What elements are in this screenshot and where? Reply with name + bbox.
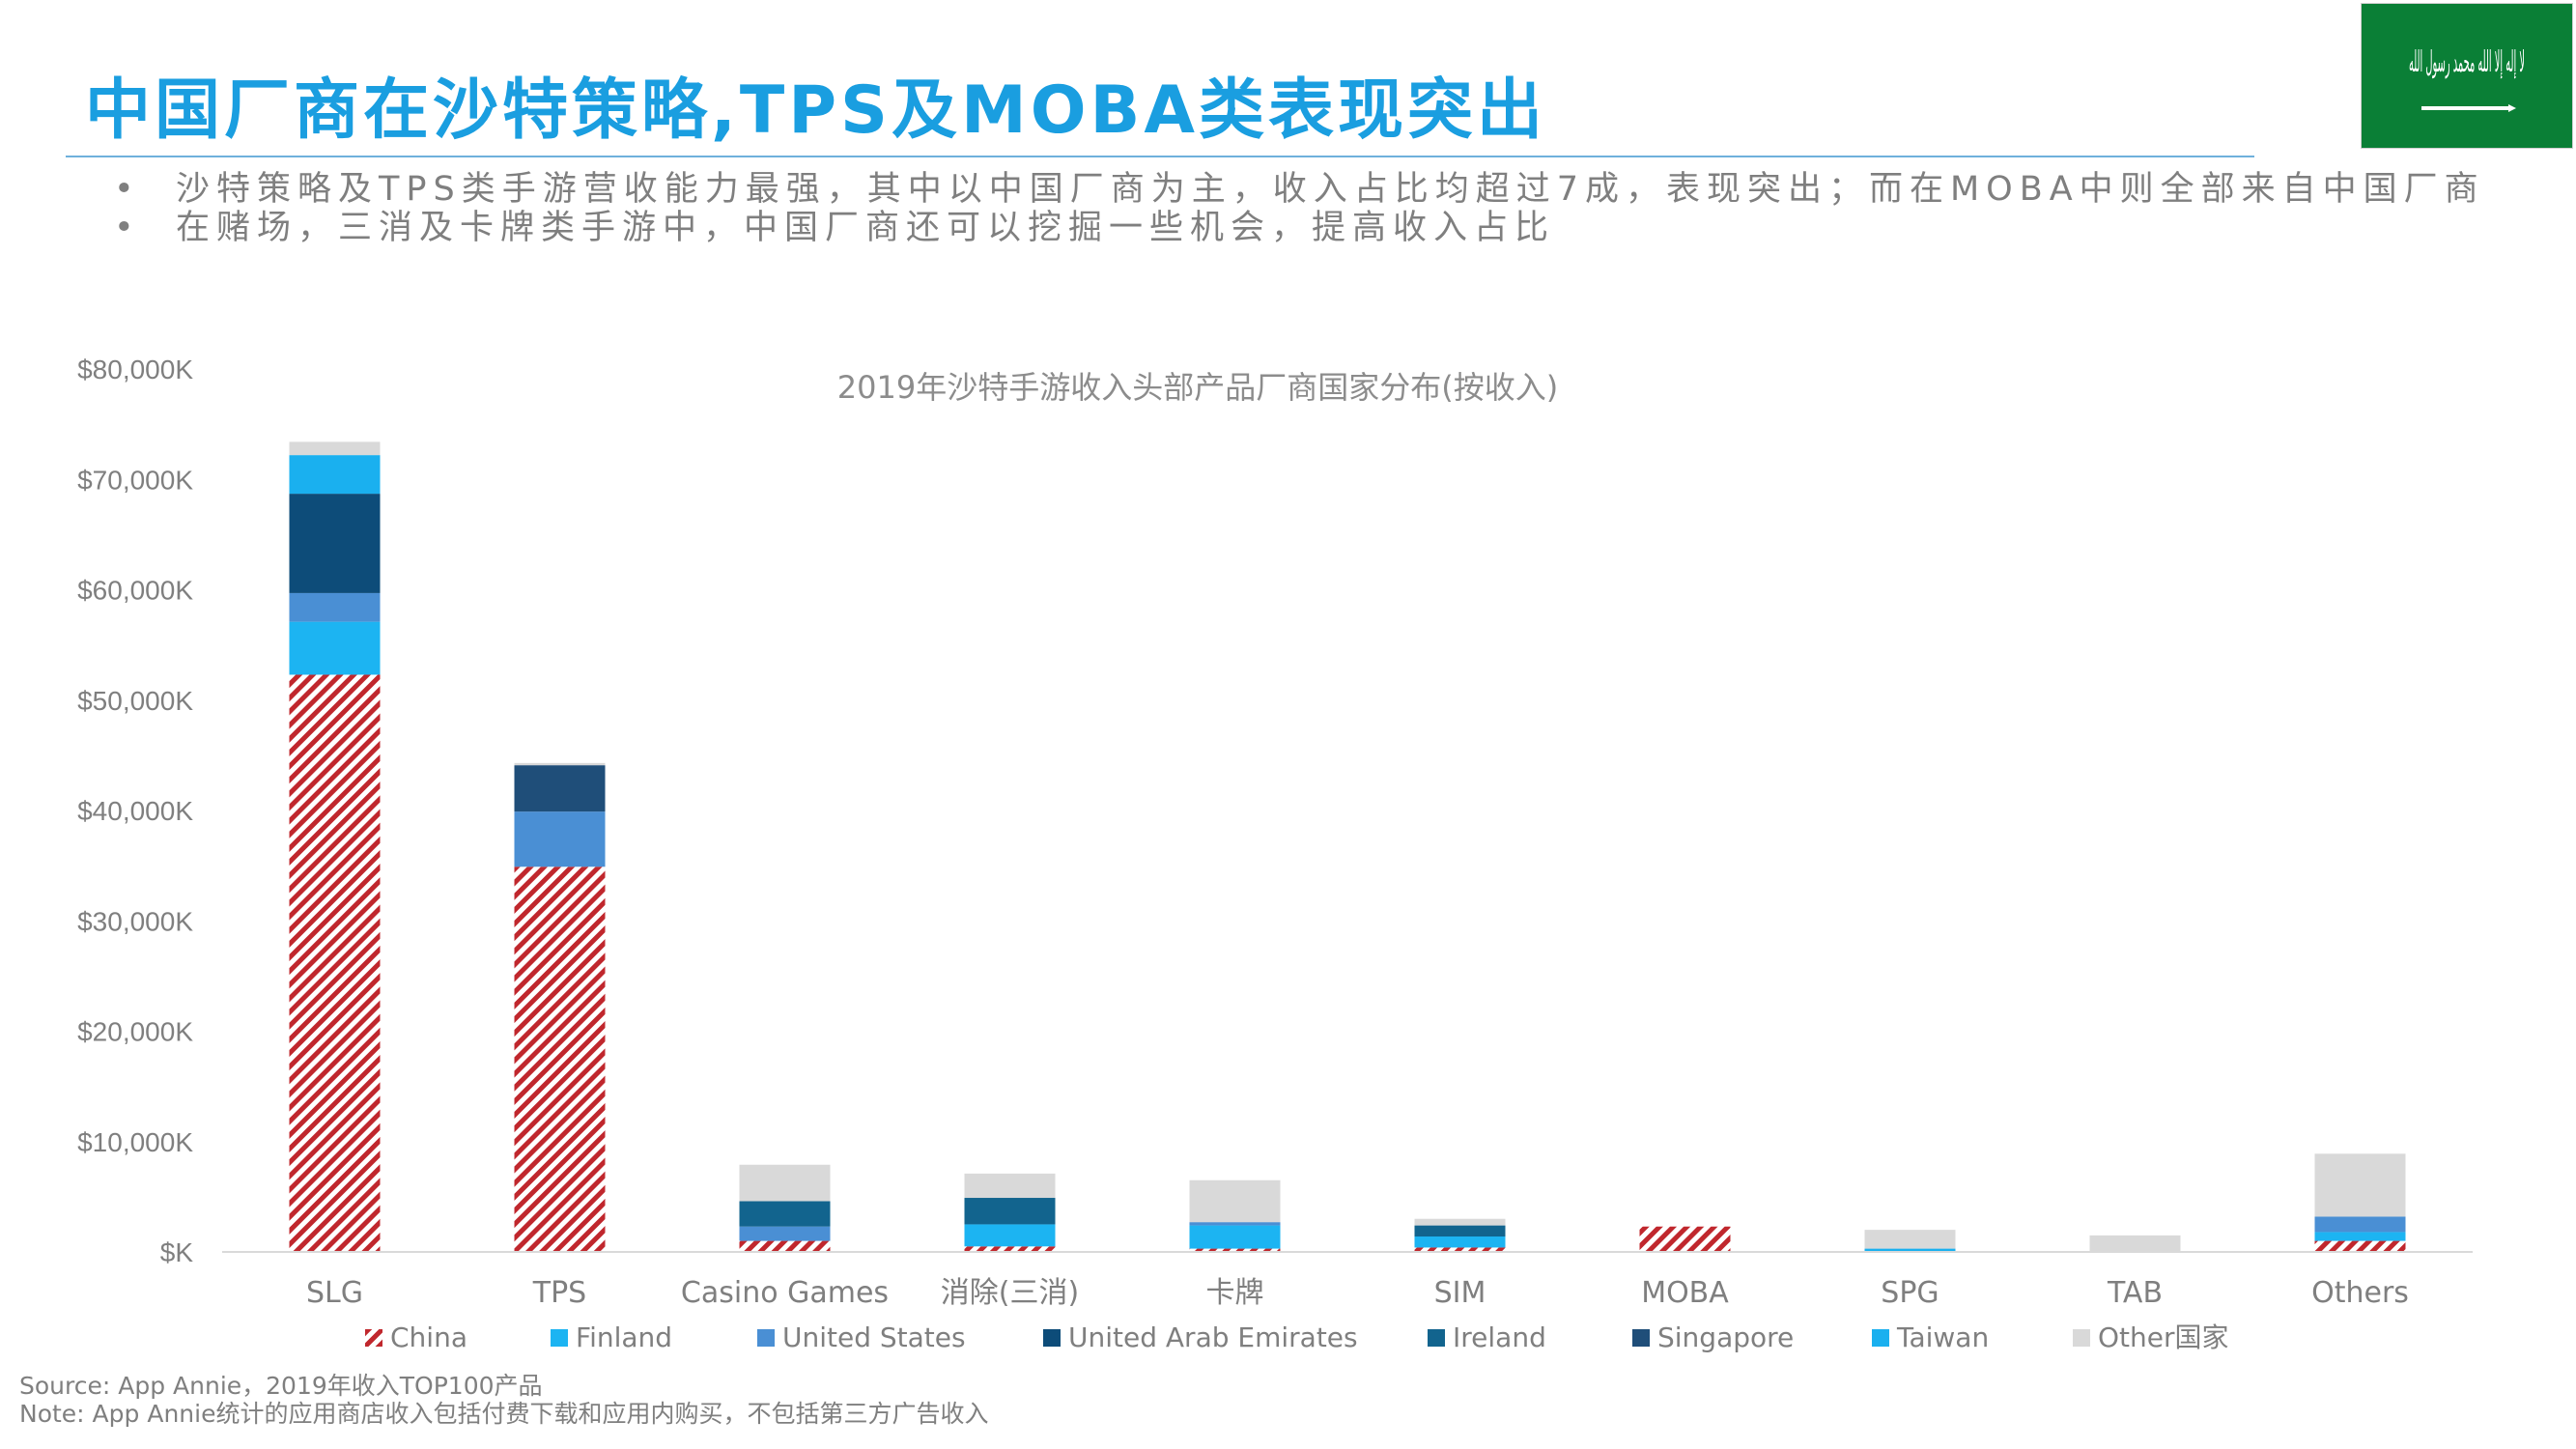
- legend-swatch: [757, 1329, 775, 1347]
- bar-segment: [1189, 1179, 1281, 1223]
- bar-segment: [289, 592, 381, 622]
- source-note: Source: App Annie，2019年收入TOP100产品: [19, 1372, 543, 1400]
- bar-segment: [1414, 1247, 1506, 1252]
- legend-swatch: [1872, 1329, 1889, 1347]
- bar-segment: [2314, 1216, 2406, 1233]
- x-tick-label: 卡牌: [1206, 1276, 1264, 1310]
- bar-segment: [739, 1201, 831, 1227]
- y-axis: $K $10,000K $20,000K $30,000K $40,000K $50,00…: [77, 355, 193, 1267]
- y-tick-label: $40,000K: [77, 796, 193, 826]
- bar-segment: [1864, 1230, 1956, 1249]
- legend-swatch: [1043, 1329, 1061, 1347]
- saudi-flag-icon: لا إله إلا الله محمد رسول الله: [2361, 3, 2573, 149]
- y-tick-label: $10,000K: [77, 1127, 193, 1157]
- x-tick-label: 消除(三消): [941, 1276, 1079, 1310]
- legend-label: Singapore: [1657, 1321, 1794, 1353]
- bullet-item: • 沙特策略及TPS类手游营收能力最强，其中以中国厂商为主，收入占比均超过7成，…: [114, 170, 2548, 209]
- legend-label: Finland: [576, 1321, 672, 1353]
- bar-segment: [289, 455, 381, 495]
- bar-segment: [289, 674, 381, 1252]
- x-tick-label: Others: [2311, 1276, 2409, 1310]
- chart-legend: China Finland United States United Arab Emi…: [365, 1321, 2229, 1353]
- bar-segment: [739, 1164, 831, 1202]
- y-tick-label: $60,000K: [77, 576, 193, 606]
- legend-label: United States: [782, 1321, 966, 1353]
- bar-segment: [1864, 1248, 1956, 1252]
- legend-label: Taiwan: [1896, 1321, 1989, 1353]
- legend-label: China: [390, 1321, 467, 1353]
- bar-segment: [289, 441, 381, 456]
- bar-segment: [964, 1198, 1056, 1225]
- stacked-bar-chart: 2019年沙特手游收入头部产品厂商国家分布(按收入) $K $10,000K $20…: [77, 355, 2473, 1353]
- bar-segment: [2314, 1240, 2406, 1252]
- saudi-flag-graphic: لا إله إلا الله محمد رسول الله: [2409, 45, 2525, 112]
- bar-segment: [1189, 1225, 1281, 1249]
- bar-segment: [289, 621, 381, 675]
- bar-segment: [1189, 1248, 1281, 1252]
- methodology-note: Note: App Annie统计的应用商店收入包括付费下载和应用内购买，不包括…: [19, 1400, 989, 1428]
- bar-segment: [289, 494, 381, 593]
- y-tick-label: $70,000K: [77, 465, 193, 495]
- y-tick-label: $20,000K: [77, 1017, 193, 1047]
- bullet-text: 在赌场，三消及卡牌类手游中，中国厂商还可以挖掘一些机会，提高收入占比: [176, 209, 1556, 247]
- bullet-marker: •: [114, 209, 134, 247]
- title-divider: [66, 156, 2254, 157]
- bar-segment: [1414, 1225, 1506, 1237]
- legend-swatch: [551, 1329, 568, 1347]
- bar-segment: [1189, 1222, 1281, 1226]
- bullet-text: 沙特策略及TPS类手游营收能力最强，其中以中国厂商为主，收入占比均超过7成，表现…: [176, 170, 2485, 209]
- flag-script: لا إله إلا الله محمد رسول الله: [2409, 45, 2525, 79]
- bar-segment: [1414, 1236, 1506, 1248]
- x-tick-label: SPG: [1881, 1276, 1939, 1310]
- bar-segment: [514, 811, 606, 867]
- bullet-marker: •: [114, 170, 134, 209]
- bar-segment: [514, 765, 606, 812]
- bar-segment: [2314, 1153, 2406, 1217]
- bar-segment: [739, 1240, 831, 1252]
- legend-label: United Arab Emirates: [1068, 1321, 1358, 1353]
- legend-swatch: [365, 1329, 382, 1347]
- legend-label: Other国家: [2098, 1321, 2229, 1353]
- y-tick-label: $K: [160, 1237, 194, 1267]
- bar-segment: [964, 1246, 1056, 1252]
- bar-segment: [1639, 1226, 1731, 1252]
- bars-group: [289, 441, 2406, 1252]
- summary-bullets: • 沙特策略及TPS类手游营收能力最强，其中以中国厂商为主，收入占比均超过7成，…: [114, 170, 2548, 247]
- bar-segment: [514, 867, 606, 1252]
- x-tick-label: SLG: [306, 1276, 363, 1310]
- legend-swatch: [1428, 1329, 1445, 1347]
- x-tick-label: TPS: [532, 1276, 586, 1310]
- bullet-item: • 在赌场，三消及卡牌类手游中，中国厂商还可以挖掘一些机会，提高收入占比: [114, 209, 2548, 247]
- bar-segment: [739, 1226, 831, 1241]
- flag-sword-hilt: [2508, 104, 2516, 112]
- page-title: 中国厂商在沙特策略,TPS及MOBA类表现突出: [85, 72, 1546, 149]
- x-tick-label: Casino Games: [681, 1276, 889, 1310]
- bar-segment: [1414, 1218, 1506, 1226]
- x-tick-label: TAB: [2107, 1276, 2163, 1310]
- bar-segment: [2314, 1232, 2406, 1241]
- y-tick-label: $80,000K: [77, 355, 193, 384]
- bar-segment: [514, 762, 606, 766]
- footnotes: Source: App Annie，2019年收入TOP100产品 Note: …: [19, 1372, 988, 1428]
- x-tick-label: SIM: [1434, 1276, 1486, 1310]
- y-tick-label: $50,000K: [77, 686, 193, 716]
- legend-label: Ireland: [1453, 1321, 1546, 1353]
- legend-swatch: [1632, 1329, 1650, 1347]
- bar-segment: [2089, 1235, 2181, 1252]
- y-tick-label: $30,000K: [77, 906, 193, 936]
- legend-swatch: [2073, 1329, 2090, 1347]
- x-axis: SLG TPS Casino Games 消除(三消) 卡牌 SIM MOBA SPG TAB O…: [222, 1251, 2473, 1310]
- bar-segment: [964, 1173, 1056, 1199]
- chart-title: 2019年沙特手游收入头部产品厂商国家分布(按收入): [837, 369, 1558, 406]
- bar-segment: [964, 1224, 1056, 1247]
- x-tick-label: MOBA: [1641, 1276, 1729, 1310]
